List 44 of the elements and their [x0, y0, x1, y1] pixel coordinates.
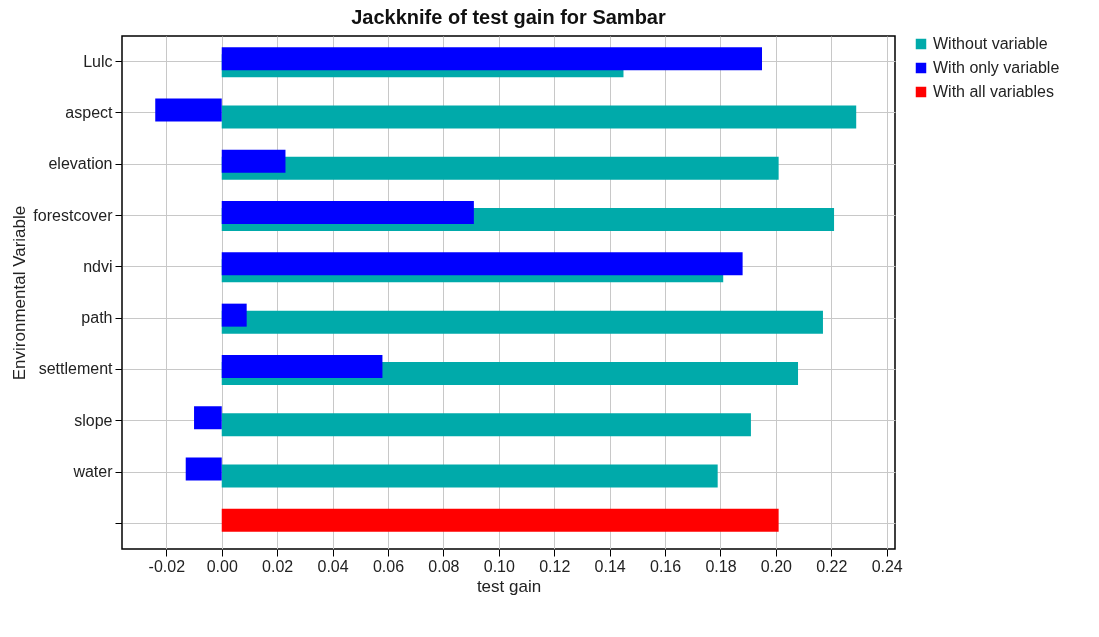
bar	[221, 149, 286, 173]
x-tick-label: 0.02	[262, 557, 294, 575]
y-tick-label: path	[81, 309, 113, 327]
bar	[194, 406, 222, 430]
x-tick-label: 0.22	[816, 557, 848, 575]
x-tick-label: 0.04	[317, 557, 349, 575]
y-axis-title: Environmental Variable	[10, 205, 30, 381]
y-tick-label: ndvi	[83, 257, 113, 275]
bar	[221, 252, 743, 276]
bar	[221, 47, 763, 71]
bar	[221, 310, 823, 334]
legend-label: Without variable	[933, 35, 1048, 52]
bar	[155, 98, 222, 122]
bar	[221, 201, 474, 225]
bar	[185, 457, 222, 481]
bar	[221, 413, 751, 437]
x-tick-label: 0.18	[705, 557, 737, 575]
legend-label: With all variables	[933, 83, 1054, 100]
x-tick-label: 0.24	[871, 557, 903, 575]
y-tick-label: water	[72, 463, 114, 481]
x-tick-label: 0.20	[760, 557, 793, 575]
x-tick-label: 0.12	[539, 557, 571, 575]
legend-label: With only variable	[933, 59, 1060, 76]
chart-title: Jackknife of test gain for Sambar	[351, 6, 666, 28]
y-tick-label: settlement	[38, 360, 114, 378]
bar	[221, 464, 718, 488]
x-axis-title: test gain	[476, 576, 542, 596]
x-tick-label: 0.10	[483, 557, 515, 575]
x-tick-label: 0.06	[372, 557, 405, 575]
x-tick-label: 0.14	[594, 557, 626, 575]
bar	[221, 354, 383, 378]
x-tick-label: 0.08	[428, 557, 460, 575]
y-tick-label: aspect	[65, 103, 114, 121]
x-tick-label: 0.00	[206, 557, 238, 575]
bar	[221, 508, 779, 532]
y-tick-label: forestcover	[33, 206, 114, 224]
x-tick-label: -0.02	[148, 557, 186, 575]
y-tick-label: slope	[74, 411, 113, 429]
y-tick-label: elevation	[48, 155, 113, 173]
x-tick-label: 0.16	[649, 557, 682, 575]
bar	[221, 105, 857, 129]
y-tick-label: Lulc	[83, 52, 113, 70]
bar	[221, 303, 247, 327]
bar	[221, 156, 779, 180]
